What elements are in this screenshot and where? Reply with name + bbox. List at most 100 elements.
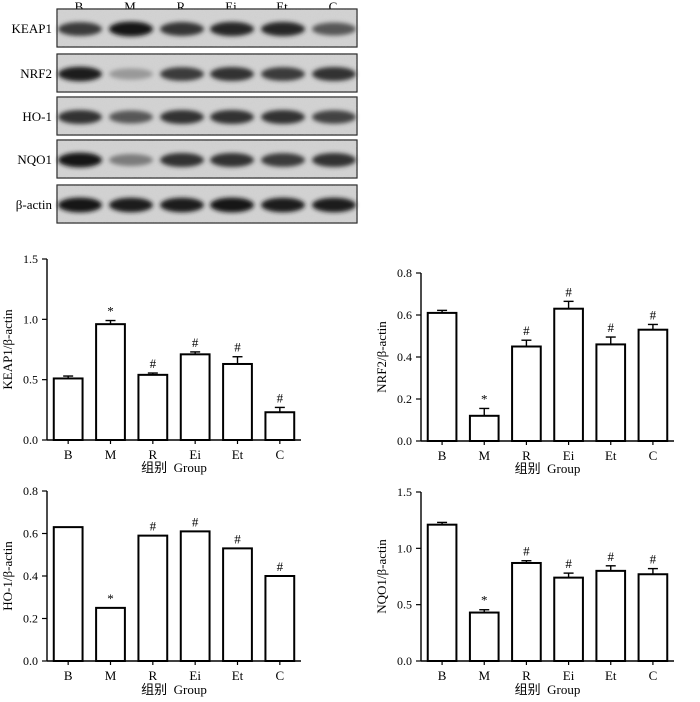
x-axis-label: 组别 Group bbox=[515, 461, 581, 476]
lane-label-ei: Ei bbox=[225, 0, 237, 14]
blot-band bbox=[160, 197, 204, 213]
y-tick-label: 0.0 bbox=[397, 434, 412, 448]
blot-strip-keap1 bbox=[56, 8, 358, 48]
blot-band bbox=[261, 197, 305, 213]
blot-strip-nrf2 bbox=[56, 53, 358, 93]
x-tick-label-r: R bbox=[522, 668, 531, 683]
keap1-bar-chart: 0.0 0.5 1.0 1.5 KEAP1/β-actin B * M # R # Ei # Et # C 组别… bbox=[0, 252, 301, 475]
bar-ei bbox=[179, 353, 211, 441]
bar-m bbox=[468, 414, 500, 442]
blot-band bbox=[210, 67, 254, 81]
y-tick-label: 0.5 bbox=[23, 373, 38, 387]
protein-label-keap1: KEAP1 bbox=[12, 21, 52, 36]
x-tick-label-c: C bbox=[649, 668, 658, 683]
lane-label-r: R bbox=[177, 0, 186, 14]
significance-hash: # bbox=[150, 356, 157, 371]
x-tick-label-b: B bbox=[438, 668, 447, 683]
y-axis-label: NQO1/β-actin bbox=[374, 539, 389, 614]
protein-label-nrf2: NRF2 bbox=[20, 66, 52, 81]
bar-r bbox=[511, 561, 542, 662]
blot-band bbox=[109, 68, 153, 80]
significance-asterisk: * bbox=[107, 304, 114, 319]
x-tick-label-b: B bbox=[64, 668, 73, 683]
bar-r bbox=[511, 345, 542, 442]
y-tick-label: 0.8 bbox=[23, 484, 38, 498]
blot-band bbox=[109, 154, 153, 166]
y-tick-label: 1.5 bbox=[397, 485, 412, 499]
significance-hash: # bbox=[650, 307, 657, 322]
significance-hash: # bbox=[523, 323, 530, 338]
nrf2-bar-chart: 0.0 0.2 0.4 0.6 0.8 NRF2/β-actin B * M # R # Ei # Et # C… bbox=[374, 266, 674, 476]
significance-hash: # bbox=[234, 340, 241, 355]
blot-band bbox=[312, 197, 356, 213]
bar-b bbox=[52, 526, 84, 662]
bar-m bbox=[468, 611, 500, 663]
blot-band bbox=[160, 153, 204, 167]
x-tick-label-m: M bbox=[478, 448, 490, 463]
significance-asterisk: * bbox=[481, 391, 488, 406]
y-axis-label: NRF2/β-actin bbox=[374, 321, 389, 393]
bar-ei bbox=[179, 530, 211, 662]
significance-hash: # bbox=[565, 284, 572, 299]
blot-strip-actin bbox=[56, 184, 358, 224]
ho1-bar-chart: 0.0 0.2 0.4 0.6 0.8 HO-1/β-actin B * M # R # Ei # Et # C… bbox=[0, 484, 301, 697]
x-tick-label-m: M bbox=[478, 668, 490, 683]
y-tick-label: 1.5 bbox=[23, 252, 38, 266]
blot-band bbox=[58, 197, 102, 213]
y-tick-label: 0.0 bbox=[23, 654, 38, 668]
y-tick-label: 0.5 bbox=[397, 598, 412, 612]
x-tick-label-b: B bbox=[64, 447, 73, 462]
significance-hash: # bbox=[523, 544, 530, 559]
blot-strip-texture bbox=[57, 9, 357, 47]
significance-asterisk: * bbox=[481, 593, 488, 608]
protein-label-ho1: HO-1 bbox=[22, 109, 52, 124]
blot-band bbox=[261, 153, 305, 167]
bar-ei bbox=[553, 576, 584, 662]
bar-c bbox=[637, 328, 669, 443]
y-tick-label: 0.0 bbox=[23, 433, 38, 447]
blot-band bbox=[312, 22, 356, 36]
x-axis-label: 组别 Group bbox=[515, 682, 581, 697]
y-tick-label: 1.0 bbox=[23, 312, 38, 326]
blot-strip-texture bbox=[57, 97, 357, 135]
blot-band bbox=[261, 67, 305, 81]
bar-b bbox=[52, 377, 84, 441]
x-axis-label: 组别 Group bbox=[141, 682, 207, 697]
bar-et bbox=[222, 362, 253, 442]
bar-ei bbox=[553, 307, 584, 443]
y-tick-label: 0.4 bbox=[23, 569, 38, 583]
blot-band bbox=[312, 153, 356, 167]
blot-strip-nqo1 bbox=[56, 139, 358, 179]
y-tick-label: 0.4 bbox=[397, 350, 412, 364]
blot-band bbox=[160, 110, 204, 124]
lane-label-b: B bbox=[75, 0, 84, 14]
protein-label-nqo1: NQO1 bbox=[17, 152, 52, 167]
x-tick-label-ei: Ei bbox=[189, 668, 201, 683]
bar-et bbox=[595, 569, 627, 662]
bar-r bbox=[137, 534, 169, 662]
bar-b bbox=[426, 311, 458, 442]
nqo1-bar-chart: 0.0 0.5 1.0 1.5 NQO1/β-actin B * M # R # Ei # Et # C 组别 … bbox=[374, 485, 674, 697]
x-tick-label-r: R bbox=[522, 448, 531, 463]
y-tick-label: 1.0 bbox=[397, 541, 412, 555]
y-tick-label: 0.6 bbox=[23, 527, 38, 541]
blot-band bbox=[109, 110, 153, 124]
x-tick-label-c: C bbox=[649, 448, 658, 463]
blot-band bbox=[261, 21, 305, 37]
x-tick-label-r: R bbox=[148, 668, 157, 683]
bar-c bbox=[637, 573, 669, 662]
significance-hash: # bbox=[608, 320, 615, 335]
y-tick-label: 0.2 bbox=[23, 612, 38, 626]
significance-asterisk: * bbox=[107, 591, 114, 606]
x-tick-label-ei: Ei bbox=[563, 448, 575, 463]
blot-band bbox=[261, 110, 305, 124]
lane-label-et: Et bbox=[276, 0, 288, 14]
x-tick-label-c: C bbox=[275, 668, 284, 683]
blot-band bbox=[58, 66, 102, 82]
protein-label-actin: β-actin bbox=[16, 197, 53, 212]
x-tick-label-b: B bbox=[438, 448, 447, 463]
y-tick-label: 0.2 bbox=[397, 392, 412, 406]
blot-band bbox=[58, 110, 102, 124]
blot-strip-ho1 bbox=[56, 96, 358, 136]
bar-r bbox=[137, 373, 169, 441]
